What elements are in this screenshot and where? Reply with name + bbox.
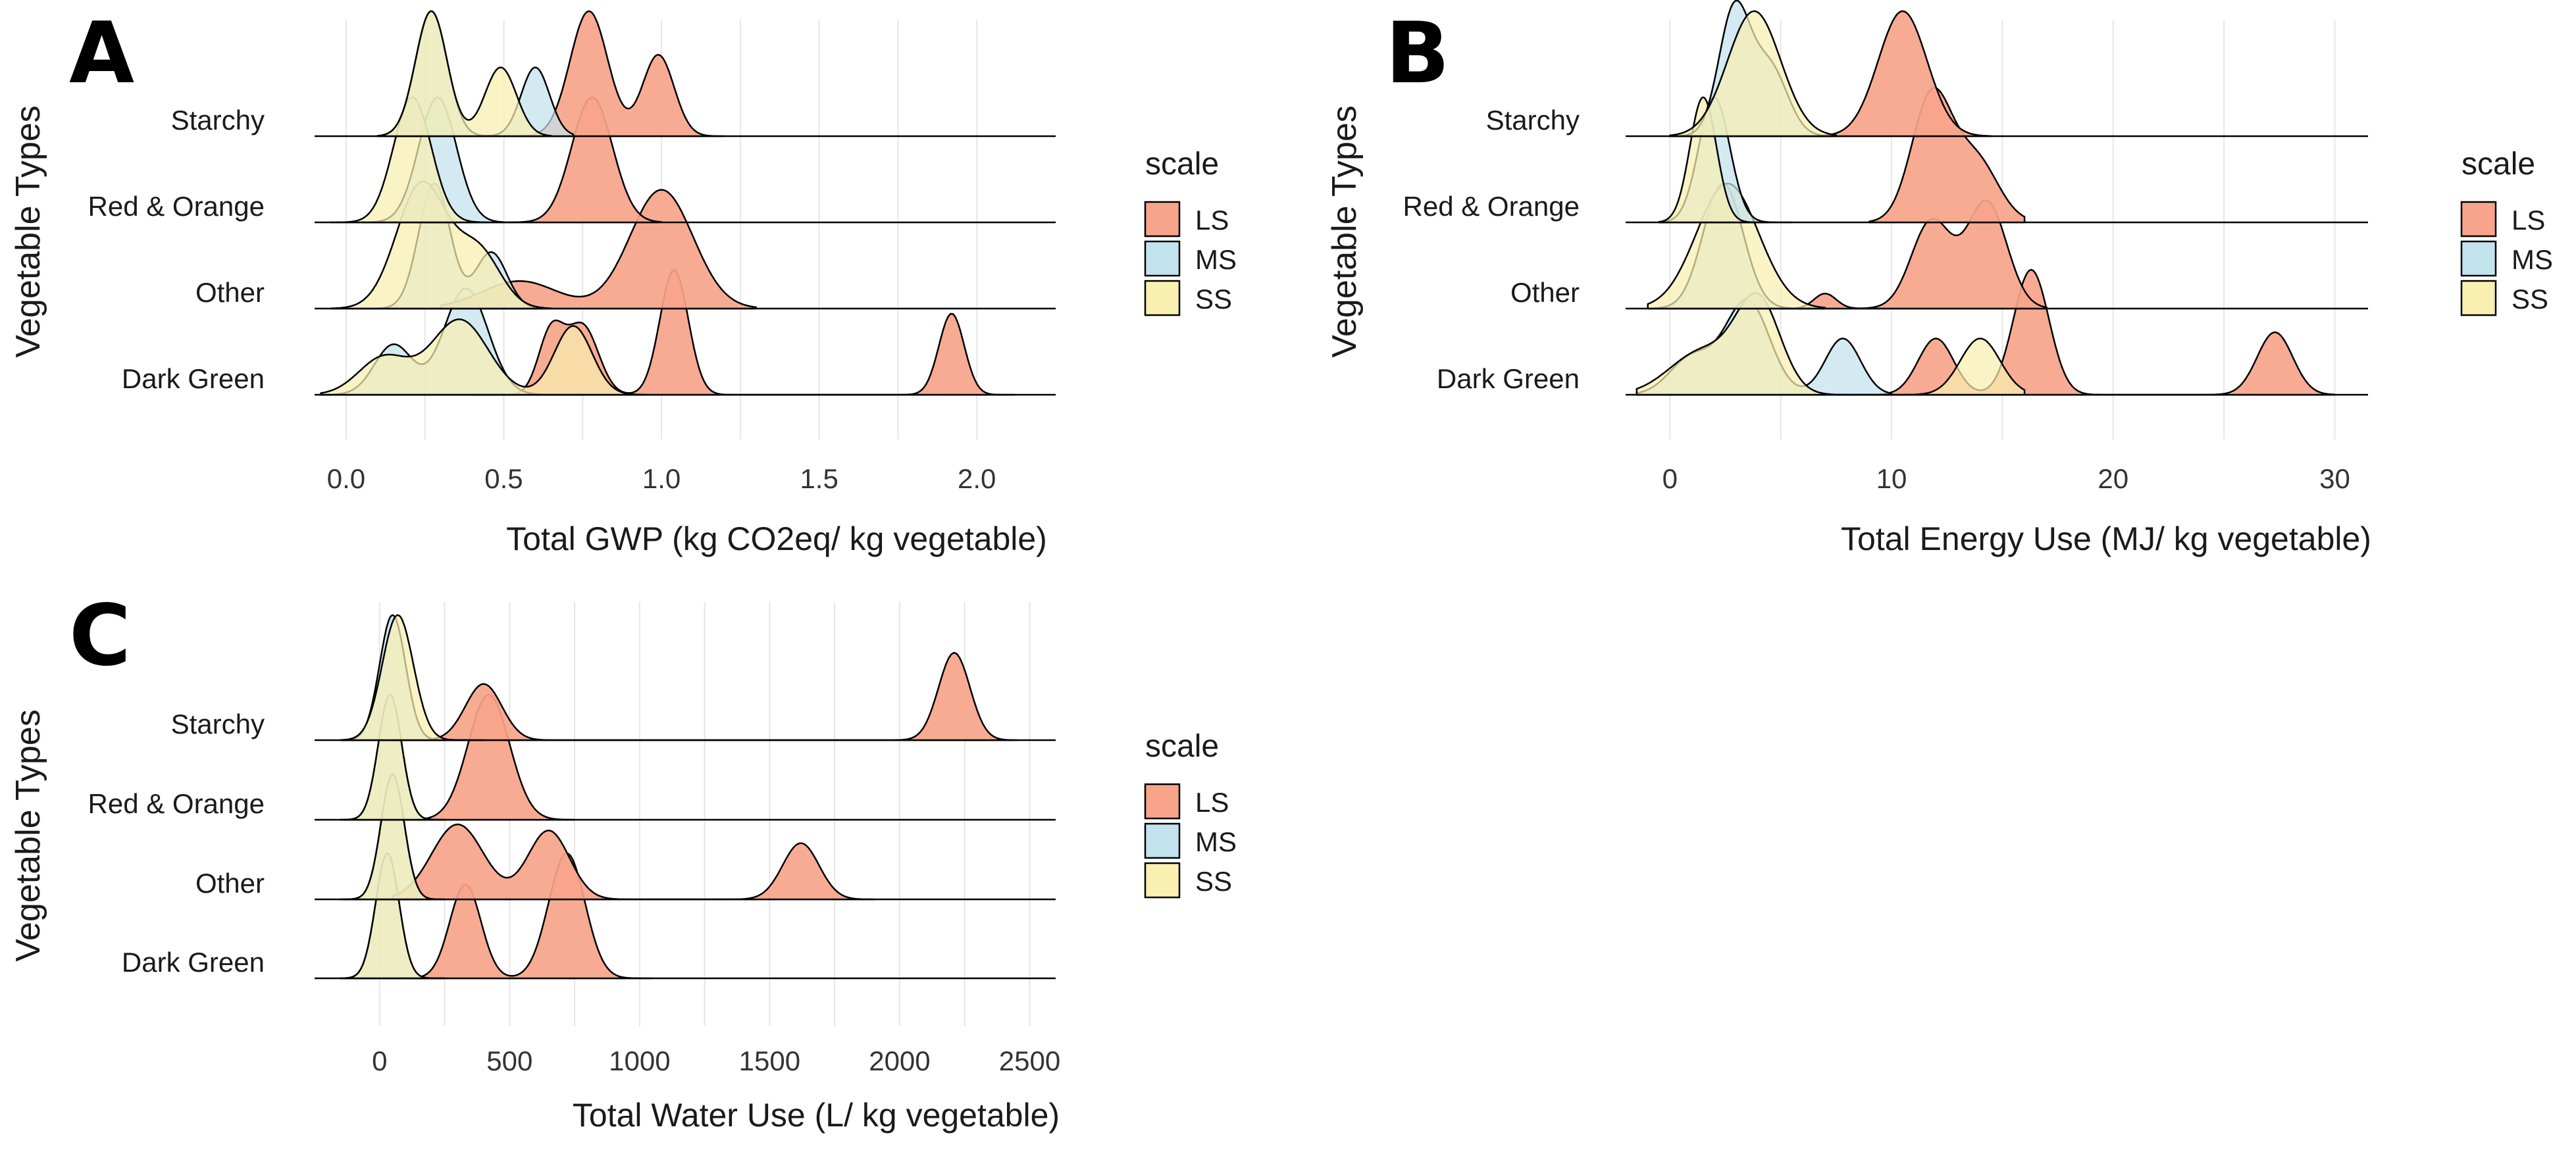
legend-label-ss: SS — [1195, 866, 1232, 897]
category-label: Dark Green — [1437, 363, 1580, 394]
legend-label-ls: LS — [2512, 205, 2545, 236]
ridge-b-starchy-ss — [1669, 10, 1838, 138]
legend: scale LS MS SS — [1144, 729, 1237, 899]
panel-a: A Dark Green Other Red & Orange Starchy 0.0 0.… — [9, 5, 1237, 557]
panel-letter: A — [69, 5, 134, 103]
ridge-b-red-orange-ls — [1868, 87, 2026, 224]
category-label: Red & Orange — [88, 191, 265, 222]
category-label: Other — [1510, 277, 1580, 308]
y-axis-title: Vegetable Types — [9, 105, 47, 358]
legend-title: scale — [2461, 147, 2535, 182]
x-tick-label: 500 — [486, 1045, 532, 1076]
ridge-a-dark-green-ss — [320, 318, 647, 396]
category-label: Other — [195, 868, 265, 899]
ridge-c-starchy-ls — [392, 651, 1018, 741]
x-tick-label: 10 — [1876, 463, 1907, 494]
legend-key-ls — [1144, 201, 1181, 238]
panel-letter: C — [69, 587, 131, 685]
x-tick-label: 0.5 — [484, 463, 523, 494]
y-axis-title: Vegetable Types — [9, 709, 47, 962]
panel-c: C Dark Green Other Red & Orange Starchy 0 500 1… — [9, 587, 1237, 1134]
x-tick-label: 2.0 — [958, 463, 996, 494]
x-tick-label: 0 — [372, 1045, 387, 1076]
legend-label-ss: SS — [2512, 284, 2548, 314]
category-label: Dark Green — [122, 947, 265, 978]
legend: scale LS MS SS — [2460, 147, 2553, 316]
x-tick-label: 2000 — [869, 1045, 930, 1076]
y-axis-title: Vegetable Types — [1326, 105, 1364, 358]
x-tick-label: 0.0 — [327, 463, 365, 494]
legend: scale LS MS SS — [1144, 147, 1237, 316]
x-tick-label: 1.5 — [800, 463, 838, 494]
legend-key-ms — [2460, 240, 2497, 277]
category-label: Starchy — [171, 105, 265, 136]
x-tick-label: 0 — [1662, 463, 1678, 494]
legend-label-ss: SS — [1195, 284, 1232, 314]
legend-key-ms — [1144, 822, 1181, 859]
x-tick-label: 1000 — [609, 1045, 670, 1076]
ridge-b-dark-green-ls — [1879, 268, 2336, 396]
legend-label-ms: MS — [2512, 244, 2553, 275]
legend-label-ls: LS — [1195, 205, 1229, 236]
ridge-b-starchy-ls — [1813, 10, 1992, 138]
x-tick-label: 1.0 — [642, 463, 681, 494]
x-axis-title: Total GWP (kg CO2eq/ kg vegetable) — [506, 520, 1047, 557]
legend-label-ls: LS — [1195, 787, 1229, 818]
legend-title: scale — [1145, 729, 1219, 764]
x-axis-title: Total Water Use (L/ kg vegetable) — [573, 1097, 1060, 1134]
legend-key-ms — [1144, 240, 1181, 277]
legend-title: scale — [1145, 147, 1219, 182]
x-axis-title: Total Energy Use (MJ/ kg vegetable) — [1841, 520, 2371, 557]
ridge-b-other-ls — [1791, 199, 2048, 310]
x-tick-label: 30 — [2319, 463, 2350, 494]
legend-label-ms: MS — [1195, 826, 1237, 857]
legend-key-ls — [1144, 783, 1181, 820]
category-label: Starchy — [1486, 105, 1580, 136]
x-tick-label: 2500 — [999, 1045, 1060, 1076]
ridge-c-other-ls — [392, 823, 875, 901]
ridge-c-starchy-ss — [340, 614, 485, 741]
x-tick-label: 1500 — [739, 1045, 800, 1076]
panel-b: B Dark Green Other Red & Orange Starchy 0 10 20… — [1326, 0, 2553, 557]
x-tick-label: 20 — [2098, 463, 2128, 494]
ridge-a-starchy-ss — [376, 10, 552, 138]
ridge-b-dark-green-ss — [1636, 292, 2026, 396]
legend-label-ms: MS — [1195, 244, 1237, 275]
category-label: Dark Green — [122, 363, 265, 394]
category-label: Starchy — [171, 709, 265, 739]
legend-key-ls — [2460, 201, 2497, 238]
legend-key-ss — [2460, 280, 2497, 316]
ridge-c-dark-green-ls — [405, 852, 654, 980]
panel-letter: B — [1385, 5, 1450, 103]
category-label: Red & Orange — [88, 788, 265, 819]
legend-key-ss — [1144, 280, 1181, 316]
category-label: Other — [195, 277, 265, 308]
legend-key-ss — [1144, 862, 1181, 899]
category-label: Red & Orange — [1403, 191, 1580, 222]
